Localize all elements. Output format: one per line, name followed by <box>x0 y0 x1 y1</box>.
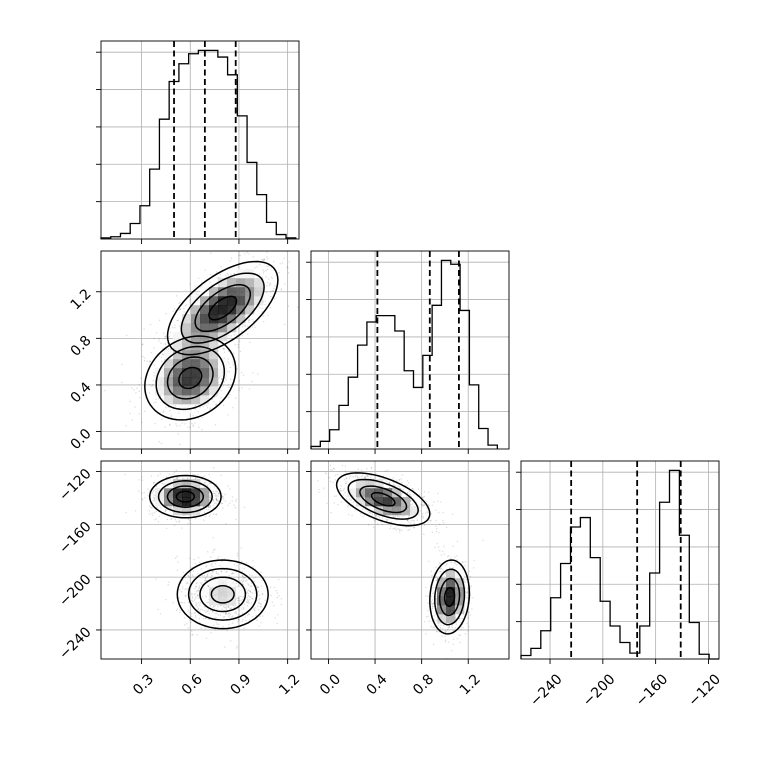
panel-frame <box>100 460 300 660</box>
grid <box>521 461 719 659</box>
x-tick-label-p0: 0.9 <box>228 671 255 698</box>
contour-0-0 <box>208 295 238 321</box>
x-tick-label-p1: 0.8 <box>410 671 437 698</box>
contour-1-0 <box>178 366 203 390</box>
contour-0-3 <box>335 472 431 527</box>
y-tick-label-p2: −120 <box>56 466 95 505</box>
panel-frame <box>520 460 720 660</box>
panel-frame <box>100 250 300 450</box>
y-tick-label-p2: −160 <box>56 519 95 558</box>
contour-0-2 <box>180 272 265 344</box>
histogram-p1 <box>310 259 499 449</box>
contour-1-3 <box>429 559 471 635</box>
y-tick-label-p2: −200 <box>56 572 95 611</box>
contours <box>335 472 471 635</box>
contour-1-1 <box>199 576 247 613</box>
y-tick-label-p2: −240 <box>56 624 95 663</box>
grid <box>101 41 299 239</box>
histogram-p0 <box>100 49 297 239</box>
panel-frame <box>310 460 510 660</box>
x-tick-label-p2: −120 <box>686 671 725 710</box>
hist-panel-p2 <box>516 460 720 664</box>
x-tick-label-p1: 0.4 <box>364 671 391 698</box>
x-tick-label-p2: −240 <box>527 671 566 710</box>
contour-1-2 <box>187 567 258 621</box>
grid <box>311 251 509 449</box>
panel-frame <box>310 250 510 450</box>
contour-1-2 <box>155 345 226 411</box>
joint-panel-p1-p2 <box>306 460 510 664</box>
contour-0-2 <box>347 478 419 520</box>
joint-panel-p0-p1 <box>96 250 300 454</box>
contour-1-3 <box>176 559 269 630</box>
hist-panel-p1 <box>306 250 510 454</box>
x-tick-label-p2: −200 <box>580 671 619 710</box>
contour-0-3 <box>166 260 279 356</box>
contour-0-3 <box>148 474 222 519</box>
contour-1-1 <box>438 577 461 617</box>
contour-0-0 <box>370 491 396 507</box>
contour-1-0 <box>210 584 235 604</box>
x-tick-label-p0: 0.3 <box>130 671 157 698</box>
hist-panel-p0 <box>96 40 300 244</box>
contour-0-1 <box>166 485 204 508</box>
x-tick-label-p2: −160 <box>633 671 672 710</box>
contour-1-2 <box>434 568 466 626</box>
contour-0-0 <box>175 490 196 503</box>
x-tick-label-p0: 1.2 <box>276 671 303 698</box>
histogram-p2 <box>520 469 719 660</box>
contour-1-3 <box>144 335 237 421</box>
y-tick-label-p1: 0.8 <box>68 333 95 360</box>
contour-1-0 <box>443 586 456 607</box>
contours <box>148 474 269 630</box>
contour-1-1 <box>166 356 214 400</box>
y-tick-label-p1: 1.2 <box>68 286 95 313</box>
x-tick-label-p1: 1.2 <box>457 671 484 698</box>
y-tick-label-p1: 0.0 <box>68 426 95 453</box>
joint-panel-p0-p2 <box>96 460 300 664</box>
x-tick-label-p1: 0.0 <box>317 671 344 698</box>
contours <box>144 260 279 421</box>
contour-0-1 <box>359 485 408 514</box>
scatter-points <box>124 467 283 649</box>
x-tick-label-p0: 0.6 <box>179 671 206 698</box>
contour-0-2 <box>157 480 213 514</box>
contour-0-1 <box>194 284 252 333</box>
panel-frame <box>100 40 300 240</box>
y-tick-label-p1: 0.4 <box>68 379 95 406</box>
